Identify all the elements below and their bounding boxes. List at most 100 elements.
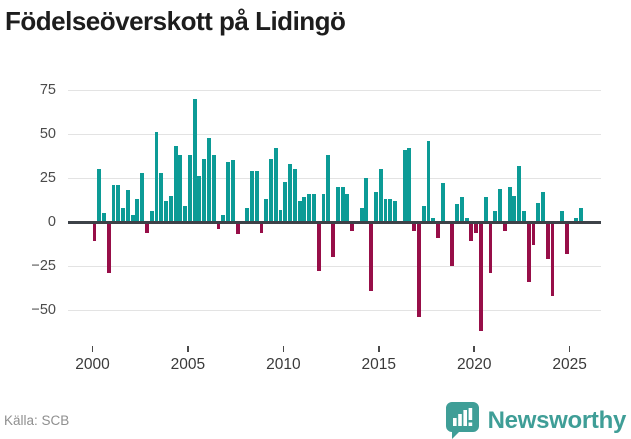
bar-2004-Q2: [173, 146, 178, 222]
bar-2012-Q1: [321, 193, 326, 222]
bar-2003-Q2: [154, 132, 159, 222]
chart-title: Födelseöverskott på Lidingö: [5, 6, 346, 36]
bar-2003-Q3: [159, 172, 164, 222]
bar-2012-Q4: [335, 186, 340, 222]
bar-2014-Q4: [374, 192, 378, 222]
x-axis-label-2025: 2025: [552, 356, 587, 373]
bar-2016-Q3: [407, 148, 412, 222]
bar-2017-Q2: [421, 206, 426, 222]
bar-2004-Q1: [168, 195, 173, 222]
newsworthy-logo-icon: [445, 402, 479, 439]
bar-2006-Q2: [211, 155, 216, 222]
bar-2001-Q2: [116, 185, 121, 222]
bar-2018-Q2: [440, 183, 445, 222]
bar-2014-Q3: [369, 222, 374, 291]
y-axis-label: 75: [39, 82, 56, 98]
bar-2008-Q3: [254, 170, 259, 222]
y-axis-label: 25: [39, 170, 56, 186]
zero-axis-line: [68, 220, 601, 224]
bar-2017-Q3: [426, 141, 431, 222]
bar-2010-Q2: [288, 163, 293, 222]
x-axis-label-2000: 2000: [75, 356, 110, 373]
bar-2021-Q3: [502, 222, 507, 231]
bar-2007-Q2: [230, 160, 235, 222]
bar-2001-Q3: [121, 207, 126, 222]
bar-2011-Q3: [312, 193, 316, 222]
bar-2000-Q4: [106, 222, 111, 274]
bar-2004-Q3: [178, 155, 183, 222]
bar-2018-Q4: [450, 222, 455, 266]
bar-2024-Q4: [564, 222, 569, 254]
bar-2002-Q2: [135, 199, 140, 222]
bar-2023-Q3: [541, 192, 545, 222]
bar-2013-Q1: [340, 186, 345, 222]
bar-2013-Q3: [350, 222, 355, 231]
bar-2019-Q1: [455, 204, 460, 222]
bar-2018-Q1: [436, 222, 440, 238]
bar-2022-Q4: [526, 222, 531, 282]
newsworthy-logo: Newsworthy: [445, 402, 627, 439]
bar-2024-Q3: [560, 211, 565, 222]
bar-2022-Q1: [512, 195, 517, 222]
bar-2023-Q2: [536, 202, 541, 222]
bar-2007-Q3: [235, 222, 240, 235]
x-axis-tick-2015: [378, 346, 380, 352]
bar-2009-Q3: [273, 148, 278, 222]
bar-2015-Q1: [378, 169, 383, 222]
x-axis-label-2010: 2010: [266, 356, 301, 373]
bar-2009-Q2: [269, 158, 273, 222]
bar-2020-Q4: [488, 222, 493, 274]
bar-2005-Q2: [192, 98, 197, 222]
bar-2024-Q1: [550, 222, 555, 296]
bar-2016-Q2: [402, 149, 407, 222]
bar-2010-Q1: [283, 181, 288, 222]
newsworthy-wordmark: Newsworthy: [487, 406, 627, 434]
bar-2007-Q1: [226, 162, 230, 222]
source-caption: Källa: SCB: [4, 413, 70, 428]
bar-2002-Q3: [140, 172, 145, 222]
bar-2003-Q1: [149, 211, 154, 222]
bar-2025-Q2: [574, 218, 579, 222]
bar-2010-Q3: [292, 169, 297, 222]
bar-2005-Q4: [202, 158, 207, 222]
x-axis-tick-2005: [187, 346, 189, 352]
bar-2023-Q4: [545, 222, 550, 259]
bar-2017-Q4: [431, 218, 436, 222]
x-axis-tick-2020: [473, 346, 475, 352]
bar-2022-Q3: [521, 211, 526, 222]
bar-2013-Q2: [345, 193, 350, 222]
bar-2019-Q4: [469, 222, 474, 242]
bar-2000-Q3: [102, 213, 106, 222]
gridline-y25: [68, 178, 601, 179]
y-axis-label: −25: [31, 258, 56, 274]
gridline-y75: [68, 90, 601, 91]
bar-2000-Q1: [92, 222, 97, 242]
bar-2021-Q2: [498, 188, 502, 222]
bar-2015-Q2: [383, 199, 388, 222]
bar-2019-Q2: [459, 197, 464, 222]
bar-2017-Q1: [416, 222, 421, 318]
bar-2003-Q4: [164, 200, 168, 222]
x-axis-tick-2025: [568, 346, 571, 352]
y-axis-label: 50: [39, 126, 56, 142]
x-axis-tick-2010: [282, 346, 285, 352]
x-axis-tick-2000: [91, 346, 94, 352]
bar-2015-Q3: [388, 199, 393, 222]
bar-2006-Q3: [216, 222, 221, 230]
bar-2002-Q1: [130, 214, 135, 222]
bar-2011-Q1: [302, 197, 307, 222]
bar-2019-Q3: [464, 218, 469, 222]
bar-2008-Q2: [249, 170, 254, 222]
bar-2009-Q4: [278, 209, 283, 222]
bar-2021-Q4: [507, 186, 512, 222]
bar-2001-Q1: [111, 185, 116, 222]
x-axis-label-2020: 2020: [456, 356, 492, 373]
gridline-y50: [68, 134, 601, 135]
bar-2008-Q1: [245, 207, 250, 222]
bar-2014-Q1: [359, 207, 364, 222]
bar-2020-Q1: [474, 222, 479, 233]
bar-2008-Q4: [259, 222, 264, 233]
bar-2022-Q2: [517, 165, 522, 222]
bar-2006-Q4: [221, 214, 226, 222]
